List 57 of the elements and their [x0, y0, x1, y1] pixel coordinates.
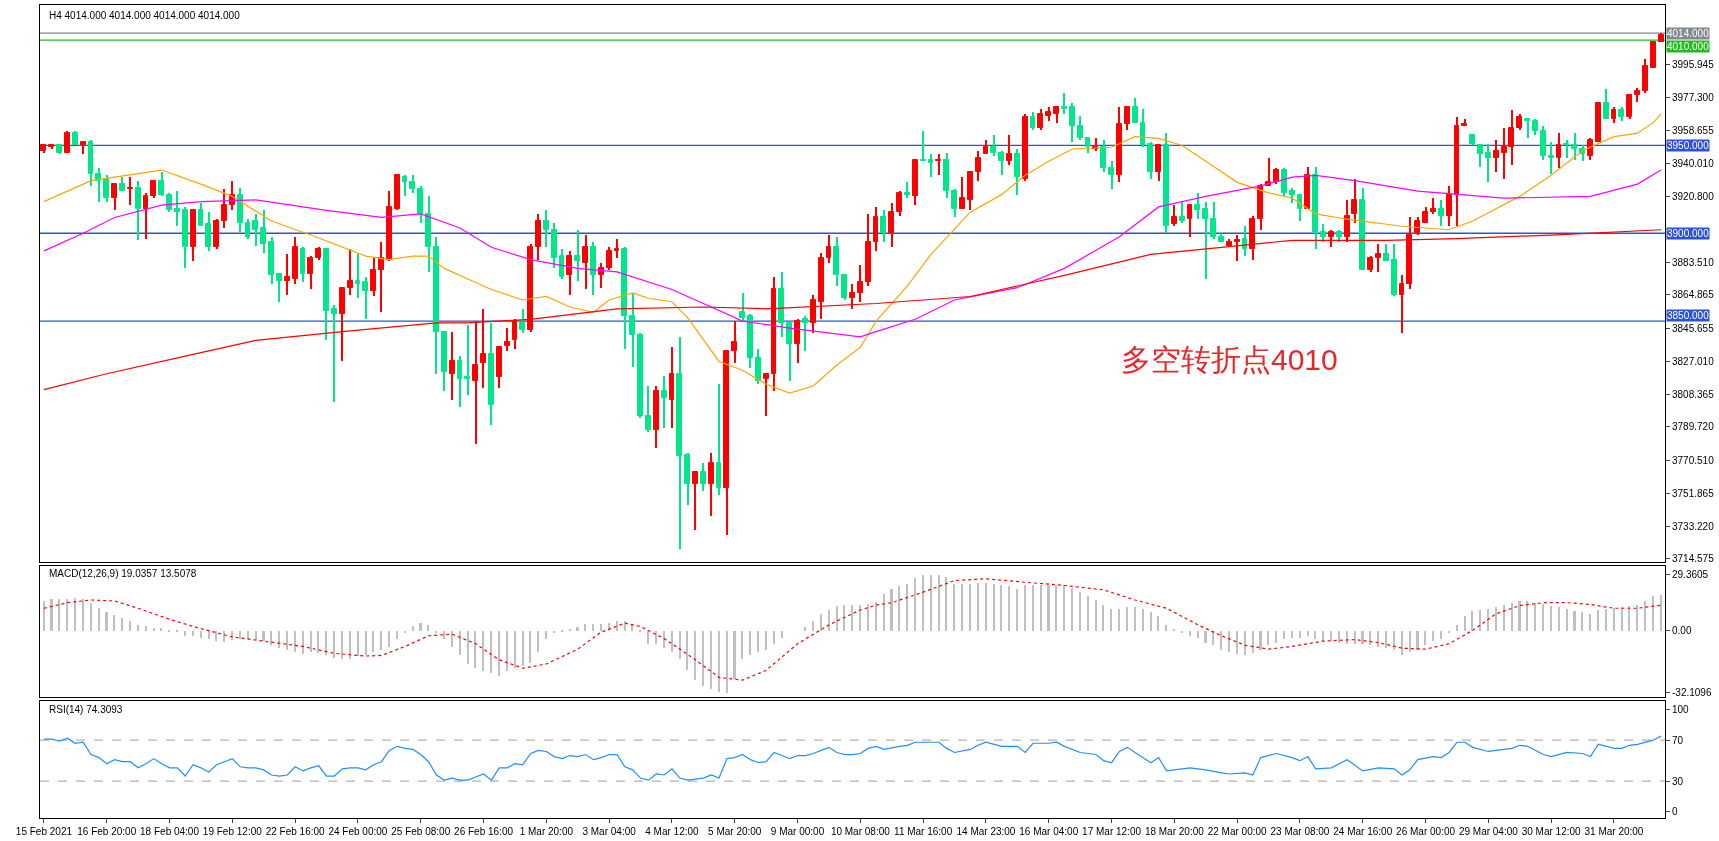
y-tick-label: 3827.010 [1672, 355, 1715, 367]
x-tick-label: 11 Mar 16:00 [894, 826, 953, 837]
x-tick-label: 16 Feb 20:00 [77, 826, 137, 837]
y-tick-label: 3789.720 [1672, 421, 1715, 433]
y-tick-label: 3977.300 [1672, 92, 1715, 104]
x-tick-label: 17 Mar 12:00 [1082, 826, 1142, 837]
y-tick-label: 30 [1672, 775, 1684, 787]
x-tick-label: 24 Mar 16:00 [1333, 826, 1393, 837]
y-tick-label: 3995.945 [1672, 59, 1715, 71]
x-tick-label: 31 Mar 20:00 [1584, 826, 1644, 837]
y-tick-label: 0.00 [1672, 625, 1692, 637]
x-tick-label: 1 Mar 20:00 [519, 826, 574, 837]
x-tick-label: 23 Mar 08:00 [1270, 826, 1330, 837]
y-tick-label: 3770.510 [1672, 455, 1715, 467]
x-tick-label: 10 Mar 08:00 [830, 826, 891, 837]
x-tick-label: 26 Mar 00:00 [1396, 826, 1456, 837]
x-tick-label: 9 Mar 00:00 [770, 826, 825, 837]
x-tick-label: 22 Feb 16:00 [265, 826, 326, 837]
chart-title: RSI(14) 74.3093 [49, 704, 123, 715]
x-tick-label: 25 Feb 08:00 [391, 826, 451, 837]
x-tick-label: 24 Feb 00:00 [328, 826, 388, 837]
y-tick-label: 100 [1672, 703, 1690, 715]
y-tick-label: 3940.010 [1672, 157, 1715, 169]
y-tick-label: 3714.575 [1672, 553, 1715, 565]
x-tick-label: 18 Mar 20:00 [1144, 826, 1205, 837]
annotation: 多空转折点4010 [1121, 343, 1338, 376]
chart-title: MACD(12,26,9) 19.0357 13.5078 [49, 568, 197, 579]
x-tick-label: 29 Mar 04:00 [1458, 826, 1519, 837]
ref-line-label: 3850.000 [1667, 310, 1710, 321]
text: H4 4014.000 4014.000 4014.000 4014.000 [49, 10, 241, 21]
x-tick-label: 14 Mar 23:00 [956, 826, 1016, 837]
y-tick-label: 29.3605 [1672, 569, 1709, 581]
x-tick-label: 26 Feb 16:00 [454, 826, 514, 837]
y-tick-label: 3864.865 [1672, 289, 1715, 301]
y-tick-label: 3751.865 [1672, 487, 1715, 499]
y-tick-label: 70 [1672, 734, 1684, 746]
x-tick-label: 18 Feb 04:00 [140, 826, 200, 837]
y-tick-label: 3883.510 [1672, 256, 1715, 268]
y-tick-label: 3733.220 [1672, 520, 1715, 532]
x-tick-label: 5 Mar 20:00 [708, 826, 762, 837]
x-tick-label: 4 Mar 12:00 [645, 826, 700, 837]
ref-line-label: 4010.000 [1667, 41, 1710, 52]
y-tick-label: -32.1096 [1672, 686, 1712, 698]
x-tick-label: 3 Mar 04:00 [582, 826, 637, 837]
y-tick-label: 3845.655 [1672, 323, 1715, 335]
x-tick-label: 30 Mar 12:00 [1521, 826, 1582, 837]
y-tick-label: 0 [1672, 806, 1678, 818]
ref-line-label: 3900.000 [1667, 228, 1710, 239]
y-tick-label: 3958.655 [1672, 124, 1715, 136]
x-tick-label: 16 Mar 04:00 [1019, 826, 1079, 837]
y-tick-label: 3920.800 [1672, 191, 1715, 203]
ref-line-label: 4014.000 [1667, 28, 1710, 39]
x-tick-label: 19 Feb 12:00 [202, 826, 263, 837]
x-tick-label: 15 Feb 2021 [15, 826, 73, 837]
x-tick-label: 22 Mar 00:00 [1207, 826, 1268, 837]
ref-line-label: 3950.000 [1667, 140, 1710, 151]
y-tick-label: 3808.365 [1672, 388, 1715, 400]
